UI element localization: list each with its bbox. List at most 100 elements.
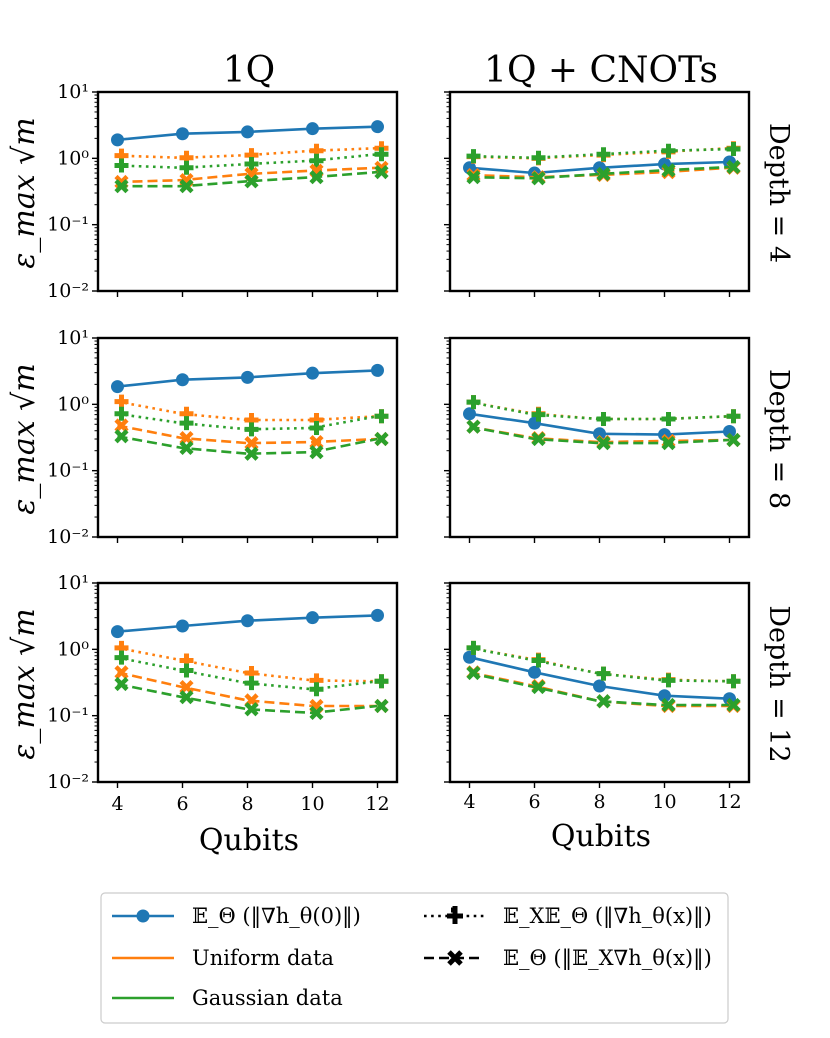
panel-depth-4-1q-series-4-point-3 [309,170,324,185]
panel-depth-12-1q-cnots-xtick-label-0: 4 [463,791,475,813]
row-title-depth-4: Depth = 4 [763,123,794,263]
panel-depth-12-1q-series-2-point-4 [374,674,389,689]
panel-depth-12-1q-series-4-point-0 [114,676,129,692]
panel-depth-8-1q-series-1-line [117,400,378,422]
panel-depth-12-1q-cnots-xtick-label-3: 10 [652,791,676,813]
panel-depth-4-1q-cnots-frame [448,90,751,293]
panel-depth-4-1q-cnots-series-3-line [469,166,730,179]
panel-depth-8-1q-series-3-line [117,424,378,445]
panel-depth-8-1q-series-4-point-4 [374,431,389,447]
panel-depth-12-1q-xtick-label-1: 6 [176,793,188,815]
panel-depth-12-1q-cnots-xtick-label-1: 6 [528,791,540,813]
legend-item-uniform: Uniform data [112,946,334,970]
panel-depth-8-1q-series-0-point-2 [241,370,254,384]
panel-depth-4-1q-cnots-series-4 [466,159,741,186]
panel-depth-12-1q-series-0 [111,608,384,639]
panel-depth-12-1q-cnots-series-4-point-0 [466,665,481,681]
panel-depth-4-1q-cnots-series-4-point-4 [726,159,741,175]
panel-depth-12-1q-cnots-series-4-point-4 [726,697,741,713]
panel-depth-12-1q-ytick-label-1: 10⁻¹ [47,705,89,727]
panels-group: 10⁻²10⁻¹10⁰10¹10⁻²10⁻¹10⁰10¹10⁻²10⁻¹10⁰1… [47,81,751,815]
panel-depth-4-1q-cnots-series-4-line [469,165,730,180]
legend-label-uniform: Uniform data [192,946,334,970]
panel-depth-8-1q-series-4-point-3 [309,445,324,460]
panel-depth-12-1q-series-2-point-0 [114,650,129,665]
legend-item-dotted-plus: 𝔼_X𝔼_Θ (‖∇h_θ(x)‖) [424,904,712,929]
panel-depth-4-1q-cnots-series-4-point-2 [596,166,611,182]
legend-item-dashed-x: 𝔼_Θ (‖𝔼_X∇h_θ(x)‖) [424,946,712,971]
panel-depth-8-1q-series-2 [114,406,389,437]
panel-depth-4-1q-ytick-label-3: 10¹ [57,81,89,103]
panel-depth-4-1q-series-0-point-4 [371,120,384,134]
panel-depth-12-1q-series-0-point-2 [241,614,254,628]
panel-depth-4-1q-series-4 [114,165,389,194]
panel-depth-8-1q-series-2-point-2 [244,422,259,437]
panel-depth-12-1q-series-1-line [117,646,378,683]
panel-depth-4-1q-cnots-series-4-point-3 [661,163,676,178]
panel-depth-4-1q-series-4-point-1 [179,179,194,194]
panel-depth-4-1q-series-2-point-4 [374,147,389,162]
panel-depth-12-1q-series-0-point-0 [111,625,124,639]
panel-depth-12-1q-series-4 [114,676,389,721]
panel-depth-12-1q-series-4-point-4 [374,698,389,714]
panel-depth-8-1q-series-0-point-4 [371,363,384,377]
panel-depth-4-1q-ytick-label-2: 10⁰ [57,147,89,169]
panel-depth-8-1q-series-4-point-0 [114,429,129,444]
panel-depth-8-1q-series-2-point-3 [309,420,324,435]
panel-depth-12-1q-xtick-label-4: 12 [365,793,389,815]
panel-depth-12-1q-cnots-series-0-point-2 [593,679,606,693]
panel-depth-4-1q-series-2-point-2 [244,157,259,172]
panel-depth-8-1q-cnots-series-2-line [469,400,730,421]
panel-depth-12-1q-xtick-label-0: 4 [111,793,123,815]
legend-swatch-x-marker [447,950,463,966]
panel-depth-12-1q-series-4-point-3 [309,705,324,721]
panel-depth-4-1q: 10⁻² 10⁻¹ 10⁰ 10¹ [47,81,399,302]
panel-depth-8-1q-cnots-series-2 [466,395,741,427]
panel-depth-12-1q-cnots-series-2-point-0 [466,640,481,655]
panel-depth-12-1q-series-4-point-2 [244,702,259,717]
panel-depth-12-1q-ytick-label-2: 10⁰ [57,638,89,660]
panel-depth-12-1q-frame [96,581,399,784]
panel-depth-12-1q-cnots-series-4-point-1 [531,679,546,695]
panel-depth-4-1q-cnots-series-4-point-0 [466,170,481,185]
panel-depth-12-1q-series-0-point-1 [176,619,189,633]
panel-depth-4-1q-cnots-series-2-point-4 [726,142,741,157]
panel-depth-8-1q-cnots-series-4-line [469,425,730,445]
legend-swatch-plus-marker [447,906,463,924]
panel-depth-12-1q-cnots-series-2-point-2 [596,666,611,681]
panel-depth-12-1q-cnots-series-2-point-4 [726,674,741,689]
panel-depth-12-1q-series-2-point-3 [309,682,324,697]
row-title-depth-12: Depth = 12 [763,605,794,762]
panel-depth-12-1q-cnots-series-4-point-2 [596,694,611,709]
panel-depth-12-1q-series-3-point-0 [114,665,129,680]
panel-depth-8-1q-cnots-series-1-line [469,400,730,421]
panel-depth-4-1q-series-0-point-0 [111,133,124,147]
panel-depth-4-1q-cnots-series-0-point-0 [463,161,476,175]
panel-depth-8-1q-cnots-series-2-point-0 [466,395,481,410]
legend-swatch-blue-marker [136,909,150,923]
panel-depth-8-1q-cnots-series-2-point-3 [661,412,676,427]
panel-depth-12-1q-xtick-label-3: 10 [300,793,324,815]
panel-depth-8-1q-series-4-point-1 [179,440,194,456]
panel-depth-12-1q-cnots-series-0-point-1 [528,665,541,679]
panel-depth-8-1q-cnots-series-0-point-0 [463,407,476,421]
panel-depth-12-1q-cnots-series-2-point-3 [661,673,676,688]
panel-depth-4-1q-cnots-series-2-point-0 [466,149,481,164]
panel-depth-8-1q-cnots-series-4-point-4 [726,432,741,448]
panel-depth-12-1q-cnots-xtick-label-4: 12 [717,791,741,813]
panel-depth-8-1q-ytick-label-3: 10¹ [57,327,89,349]
panel-depth-8-1q-frame [96,336,399,539]
panel-depth-4-1q-cnots-series-2-point-1 [531,150,546,165]
legend-item-gaussian: Gaussian data [112,986,343,1010]
panel-depth-12-1q-cnots-series-4-line [469,671,730,707]
panel-depth-12-1q-ytick-label-3: 10¹ [57,572,89,594]
panel-depth-4-1q-series-2-point-3 [309,153,324,168]
y-axis-label-row-2: ε_max √m [7,363,42,514]
panel-depth-8-1q-series-1 [114,394,389,428]
panel-depth-12-1q-xtick-label-2: 8 [241,793,253,815]
panel-depth-12-1q-series-2-line [117,656,378,691]
col-title-1q: 1Q [223,50,275,91]
panel-depth-12-1q-series-0-point-4 [371,608,384,622]
panel-depth-4-1q-cnots-series-2 [466,142,741,165]
